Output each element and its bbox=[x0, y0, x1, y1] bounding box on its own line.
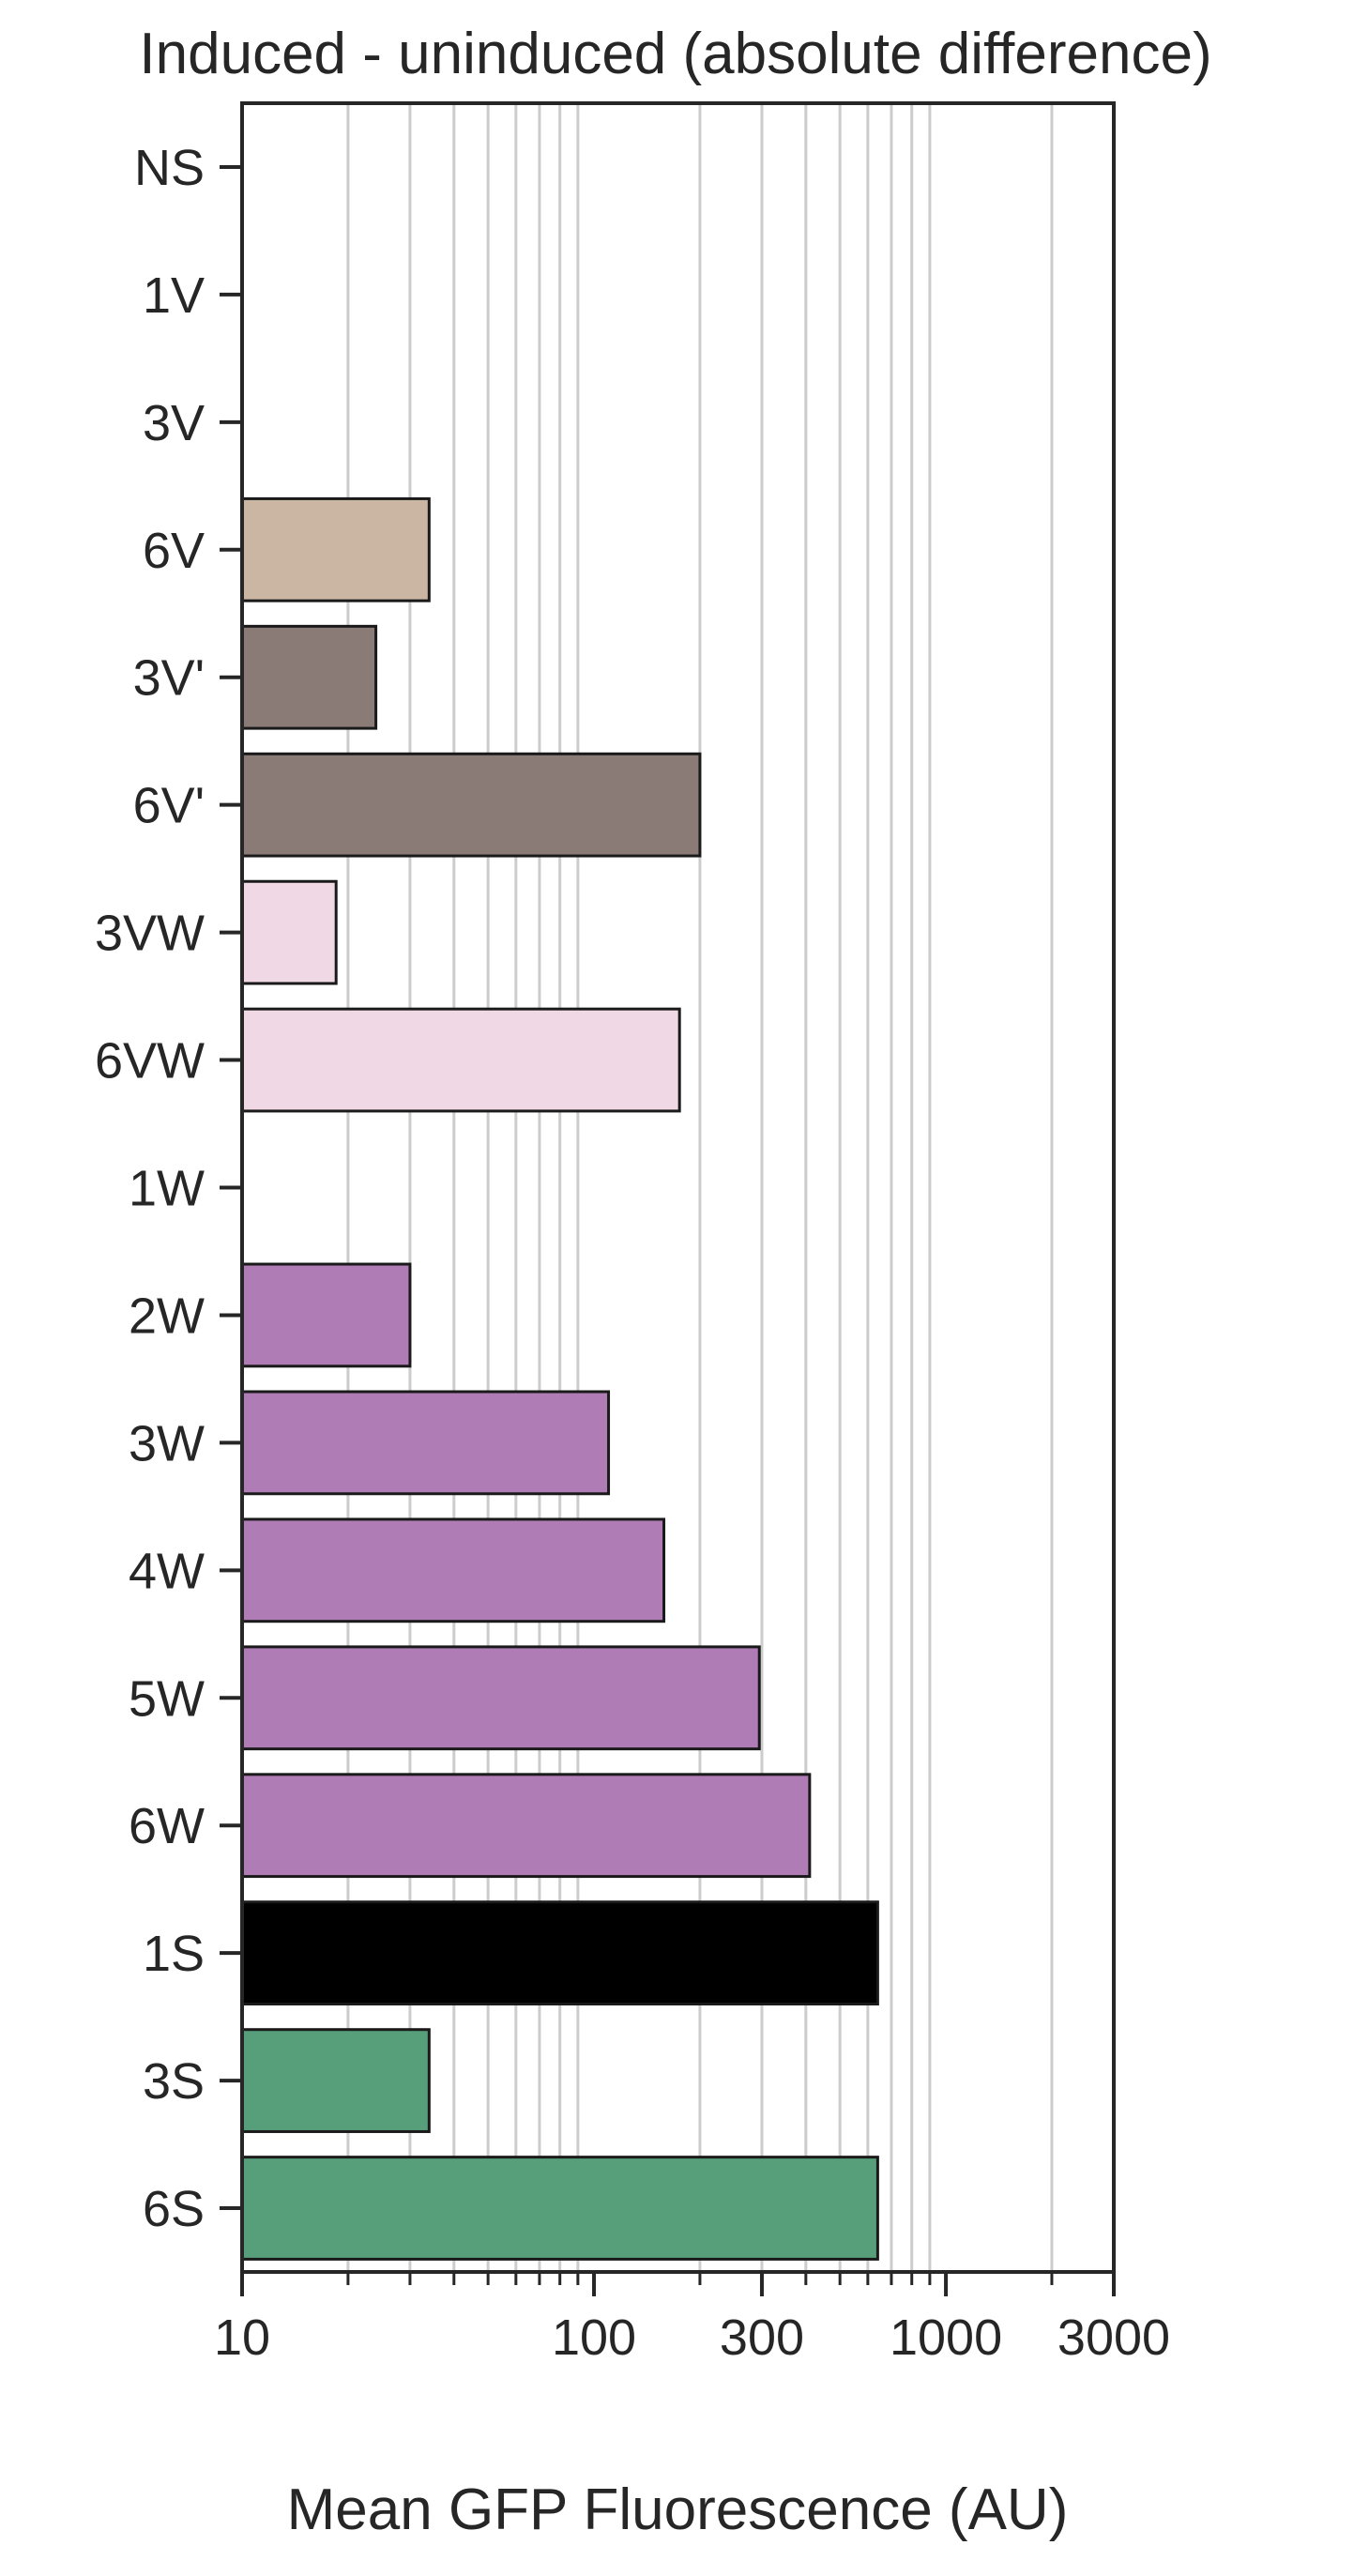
bar-2W bbox=[240, 1262, 412, 1368]
x-tick-label: 100 bbox=[552, 2309, 636, 2366]
bar-6VW bbox=[240, 1007, 681, 1113]
bar-4W bbox=[240, 1517, 666, 1623]
chart-title: Induced - uninduced (absolute difference… bbox=[139, 22, 1211, 86]
bar-3W bbox=[240, 1390, 611, 1496]
bar-3S bbox=[240, 2028, 431, 2133]
bar-5W bbox=[240, 1645, 761, 1751]
bars bbox=[240, 496, 879, 2261]
x-tick-label: 3000 bbox=[1057, 2309, 1170, 2366]
x-axis-label: Mean GFP Fluorescence (AU) bbox=[287, 2477, 1069, 2542]
bar-6S bbox=[240, 2156, 879, 2261]
y-tick-label: 1V bbox=[143, 267, 205, 324]
y-tick-label: 1S bbox=[143, 1926, 205, 1982]
y-tick-label: 6S bbox=[143, 2181, 205, 2237]
y-tick-label: 6V' bbox=[133, 778, 205, 834]
y-tick-label: 4W bbox=[129, 1543, 205, 1599]
bar-6V bbox=[240, 496, 431, 602]
y-tick-label: 3S bbox=[143, 2053, 205, 2110]
x-axis: 10 100 300 1000 3000 bbox=[214, 2272, 1170, 2366]
y-tick-label: 2W bbox=[129, 1288, 205, 1344]
y-tick-label: 3V bbox=[143, 395, 205, 451]
y-tick-label: 6VW bbox=[95, 1033, 205, 1090]
bar-6W bbox=[240, 1773, 812, 1879]
bar-6V' bbox=[240, 752, 702, 858]
y-tick-label: 1W bbox=[129, 1161, 205, 1217]
y-tick-label: 3W bbox=[129, 1415, 205, 1471]
y-tick-label: NS bbox=[134, 140, 205, 196]
x-tick-label: 300 bbox=[720, 2309, 804, 2366]
x-tick-label: 10 bbox=[214, 2309, 270, 2366]
y-axis: NS 1V 3V 6V 3V' 6V' 3VW 6VW 1W 2W 3W 4W 5W 6W 1S 3S 6S bbox=[95, 140, 242, 2237]
bar-3VW bbox=[240, 879, 338, 985]
x-tick-label: 1000 bbox=[890, 2309, 1002, 2366]
y-tick-label: 3VW bbox=[95, 906, 205, 962]
y-tick-label: 3V' bbox=[133, 650, 205, 707]
y-tick-label: 6W bbox=[129, 1798, 205, 1854]
bar-1S bbox=[240, 1900, 879, 2006]
y-tick-label: 5W bbox=[129, 1670, 205, 1727]
bar-3V' bbox=[240, 624, 378, 730]
y-tick-label: 6V bbox=[143, 523, 205, 579]
